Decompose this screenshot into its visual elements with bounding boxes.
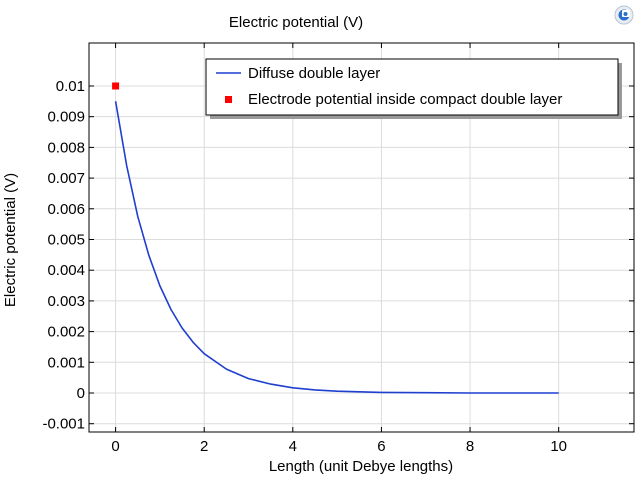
y-tick-label: 0.005 xyxy=(47,231,85,248)
y-tick-label: -0.001 xyxy=(42,416,85,433)
x-tick-label: 0 xyxy=(111,438,119,455)
legend-marker-swatch xyxy=(225,96,232,103)
y-axis-label: Electric potential (V) xyxy=(2,173,19,307)
legend: Diffuse double layer Electrode potential… xyxy=(205,58,622,119)
legend-box xyxy=(205,58,619,116)
x-axis-label: Length (unit Debye lengths) xyxy=(269,458,453,475)
y-tick-label: 0.009 xyxy=(47,109,85,126)
chart-title: Electric potential (V) xyxy=(229,14,363,31)
y-tick-label: 0.006 xyxy=(47,201,85,218)
x-tick-label: 4 xyxy=(289,438,297,455)
legend-label-electrode-potential: Electrode potential inside compact doubl… xyxy=(248,91,562,108)
series xyxy=(112,82,559,394)
series-point-electrode-potential xyxy=(112,82,120,90)
legend-label-diffuse-double-layer: Diffuse double layer xyxy=(248,65,380,82)
y-tick-label: 0.001 xyxy=(47,354,85,371)
y-tick-label: 0.007 xyxy=(47,170,85,187)
x-tick-label: 10 xyxy=(550,438,567,455)
plot-frame xyxy=(88,42,635,433)
x-tick-label: 8 xyxy=(466,438,474,455)
axis-ticks: 0 2 4 6 8 10 -0.001 0 0.001 0.002 0.003 0.004 0.005 0… xyxy=(42,43,634,455)
y-tick-label: 0.008 xyxy=(47,139,85,156)
y-tick-label: 0.002 xyxy=(47,324,85,341)
y-tick-label: 0 xyxy=(77,385,85,402)
y-tick-label: 0.004 xyxy=(47,262,85,279)
series-line-diffuse-double-layer xyxy=(114,101,559,394)
comsol-logo-icon xyxy=(614,5,634,25)
y-tick-label: 0.01 xyxy=(56,78,85,95)
y-tick-label: 0.003 xyxy=(47,293,85,310)
x-tick-label: 2 xyxy=(200,438,208,455)
x-tick-label: 6 xyxy=(377,438,385,455)
